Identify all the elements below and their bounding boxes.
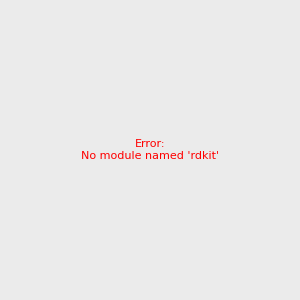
Text: Error:
No module named 'rdkit': Error: No module named 'rdkit' [81,139,219,161]
